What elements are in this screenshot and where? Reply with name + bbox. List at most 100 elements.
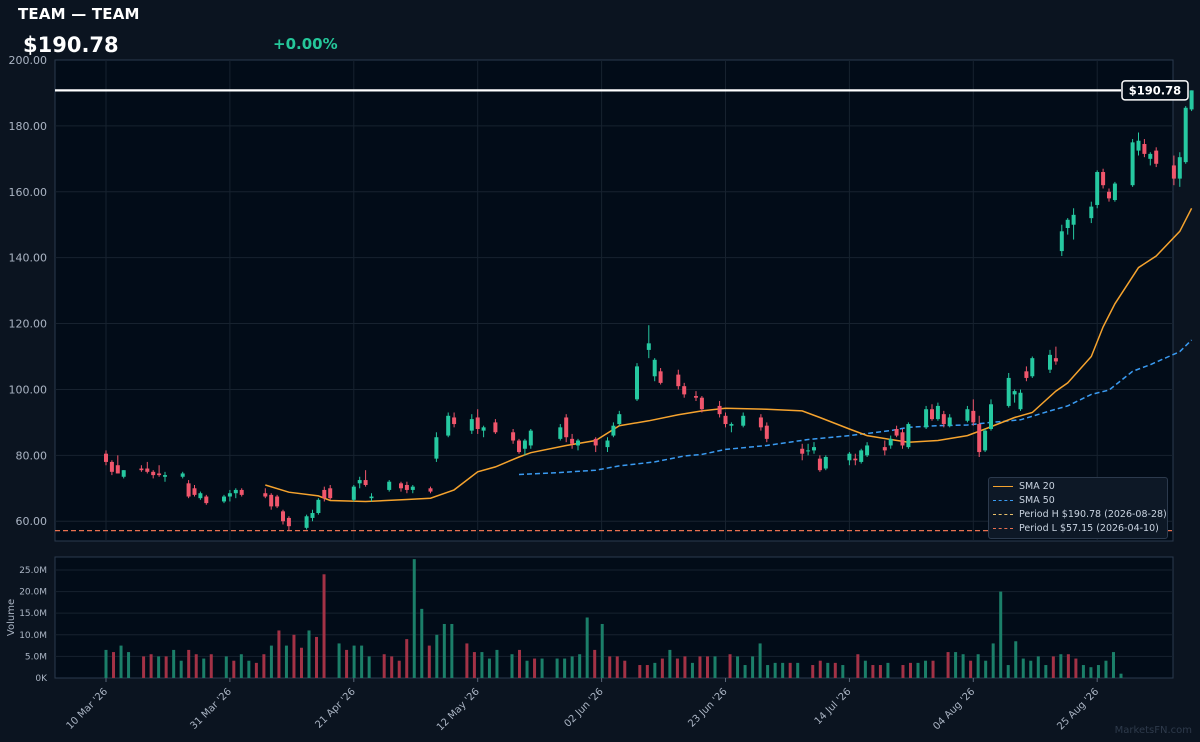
candle-body [823, 456, 828, 469]
volume-bar [826, 662, 830, 678]
volume-bar [487, 658, 491, 678]
candle-body [139, 468, 144, 471]
volume-bar [969, 660, 973, 678]
volume-bar [164, 656, 168, 678]
volume-bar [713, 656, 717, 678]
volume-bar [345, 649, 349, 678]
candle-body [1107, 191, 1111, 199]
volume-bar [1096, 665, 1100, 678]
candle-body [239, 489, 244, 495]
volume-bar [337, 643, 341, 678]
candle-body [894, 428, 899, 436]
volume-bar [946, 652, 950, 678]
volume-bar [495, 649, 499, 678]
candle-body [511, 432, 516, 441]
candle-body [847, 453, 852, 461]
legend-swatch-period-low [993, 528, 1013, 529]
volume-bar [1089, 667, 1093, 678]
candle-body [198, 493, 203, 499]
candle-body [652, 359, 657, 377]
x-tick-label: 21 Apr '26 [313, 686, 357, 730]
candle-body [1177, 157, 1182, 179]
x-tick-label: 23 Jun '26 [686, 686, 729, 729]
volume-bar [653, 662, 657, 678]
volume-bar [367, 656, 371, 678]
volume-y-tick-label: 5.0M [25, 652, 47, 662]
candle-body [1059, 231, 1064, 252]
candle-body [428, 488, 433, 492]
volume-bar [788, 662, 792, 678]
legend-swatch-period-high [993, 514, 1013, 515]
candle-body [233, 489, 238, 494]
last-price: $190.78 [23, 33, 119, 57]
volume-bar [405, 639, 409, 678]
volume-bar [1104, 660, 1108, 678]
candle-body [576, 440, 580, 446]
candle-body [935, 405, 940, 420]
x-tick-label: 04 Aug '26 [931, 686, 977, 732]
candle-body [676, 374, 681, 387]
volume-bar [202, 658, 206, 678]
candle-body [469, 419, 474, 431]
candle-body [517, 440, 521, 453]
candle-body [1171, 165, 1176, 179]
candle-body [522, 440, 527, 449]
candle-body [1018, 392, 1023, 410]
volume-bar [931, 660, 935, 678]
candle-body [1071, 214, 1076, 225]
volume-bar [262, 654, 266, 678]
candle-body [1024, 371, 1029, 378]
volume-bar [615, 656, 619, 678]
volume-bar [390, 656, 394, 678]
volume-bar [751, 656, 755, 678]
volume-bar [142, 656, 146, 678]
last-price-tag [1121, 80, 1189, 101]
volume-bar [149, 654, 153, 678]
candle-body [764, 425, 769, 439]
volume-bar [277, 630, 281, 678]
candle-body [800, 448, 805, 454]
candle-body [410, 486, 415, 490]
volume-bar [480, 652, 484, 678]
candle-body [859, 450, 864, 462]
volume-bar [284, 645, 288, 678]
volume-bar [578, 654, 582, 678]
candle-body [145, 468, 150, 472]
volume-bar [1014, 641, 1018, 678]
y-tick-label: 140.00 [9, 252, 48, 265]
volume-bar [1029, 660, 1033, 678]
candle-body [817, 458, 822, 471]
volume-bar [442, 623, 446, 678]
volume-bar [728, 654, 732, 678]
candle-body [275, 496, 280, 507]
volume-y-tick-label: 15.0M [19, 609, 47, 619]
volume-bar [976, 654, 980, 678]
volume-bar [292, 634, 296, 678]
candle-body [222, 496, 226, 502]
volume-bar [743, 665, 747, 678]
candle-body [658, 371, 663, 383]
volume-bar [1119, 673, 1123, 678]
candle-body [593, 438, 598, 446]
x-tick-label: 02 Jun '26 [562, 686, 605, 729]
y-tick-label: 60.00 [16, 515, 48, 528]
candle-body [1012, 391, 1017, 395]
volume-bar [645, 665, 649, 678]
candle-body [1048, 354, 1052, 370]
volume-bar [157, 656, 161, 678]
volume-bar [660, 658, 664, 678]
y-tick-label: 160.00 [9, 186, 48, 199]
volume-bar [668, 649, 672, 678]
legend-item-sma20: SMA 20 [989, 480, 1167, 494]
volume-y-tick-label: 25.0M [19, 566, 47, 576]
candle-body [558, 427, 563, 439]
volume-bar [796, 662, 800, 678]
x-tick-label: 12 May '26 [435, 686, 482, 733]
percent-change: +0.00% [273, 35, 338, 53]
y-tick-label: 120.00 [9, 318, 48, 331]
candle-body [741, 415, 746, 426]
volume-bar [555, 658, 559, 678]
volume-bar [412, 559, 416, 678]
volume-bar [382, 654, 386, 678]
volume-bar [984, 660, 988, 678]
